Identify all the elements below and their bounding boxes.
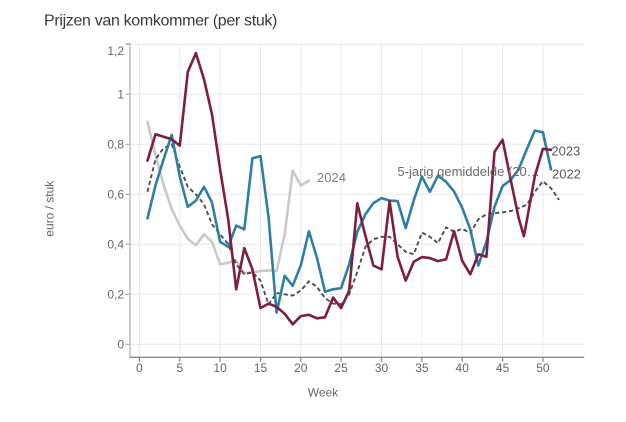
svg-text:50: 50	[536, 361, 550, 375]
svg-text:0: 0	[117, 338, 124, 352]
svg-text:1: 1	[117, 88, 124, 102]
svg-text:0,6: 0,6	[107, 188, 124, 202]
svg-text:25: 25	[334, 361, 348, 375]
svg-text:40: 40	[456, 361, 470, 375]
svg-text:5-jarig gemiddelde (20…: 5-jarig gemiddelde (20…	[397, 164, 539, 179]
svg-text:20: 20	[294, 361, 308, 375]
svg-text:2022: 2022	[552, 166, 581, 181]
svg-text:0: 0	[136, 361, 143, 375]
svg-text:Prijzen van komkommer (per stu: Prijzen van komkommer (per stuk)	[44, 13, 277, 30]
svg-text:Week: Week	[308, 386, 339, 400]
svg-text:0,4: 0,4	[107, 238, 124, 252]
svg-text:0,2: 0,2	[107, 288, 124, 302]
svg-text:0,8: 0,8	[107, 138, 124, 152]
svg-text:15: 15	[254, 361, 268, 375]
svg-text:45: 45	[496, 361, 510, 375]
svg-text:35: 35	[415, 361, 429, 375]
svg-text:2024: 2024	[317, 170, 346, 185]
svg-text:2023: 2023	[551, 144, 580, 159]
svg-text:1,2: 1,2	[107, 44, 124, 58]
svg-text:euro / stuk: euro / stuk	[43, 180, 57, 237]
svg-text:30: 30	[375, 361, 389, 375]
svg-text:10: 10	[213, 361, 227, 375]
svg-text:5: 5	[176, 361, 183, 375]
